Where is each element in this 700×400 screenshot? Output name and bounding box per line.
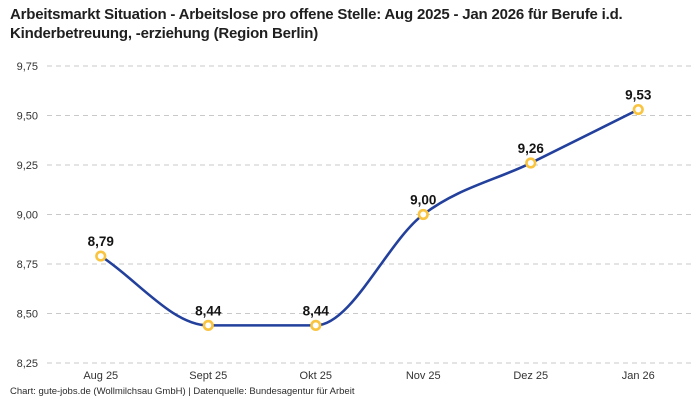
x-axis-tick-label: Aug 25	[83, 370, 118, 382]
data-point-marker	[95, 250, 107, 262]
x-axis-tick-label: Sept 25	[189, 370, 227, 382]
chart-credit: Chart: gute-jobs.de (Wollmilchsau GmbH) …	[10, 386, 355, 397]
data-line	[99, 108, 640, 327]
chart-title: Arbeitsmarkt Situation - Arbeitslose pro…	[10, 6, 623, 42]
data-point-marker	[417, 208, 429, 221]
y-axis-tick-label: 9,00	[17, 210, 38, 222]
y-axis-tick-label: 9,75	[17, 61, 38, 73]
data-point-label: 8,79	[88, 234, 114, 249]
data-point-marker	[525, 157, 537, 169]
data-point-marker	[632, 103, 644, 116]
data-point-label: 9,00	[410, 193, 436, 208]
y-axis-tick-label: 9,50	[17, 111, 38, 123]
y-axis-tick-label: 8,25	[17, 358, 38, 370]
data-point-label: 9,53	[625, 88, 652, 103]
x-axis-tick-label: Nov 25	[406, 370, 441, 382]
y-axis-tick-label: 8,75	[17, 259, 38, 271]
y-axis-tick-label: 9,25	[17, 160, 38, 172]
data-point-marker	[202, 319, 214, 331]
x-axis-tick-label: Okt 25	[300, 370, 332, 382]
data-point-marker	[310, 319, 322, 331]
data-point-label: 8,44	[195, 303, 222, 318]
y-axis-tick-label: 8,50	[17, 309, 38, 321]
x-axis-tick-label: Dez 25	[513, 370, 548, 382]
data-point-label: 8,44	[303, 303, 330, 318]
x-axis-tick-label: Jan 26	[622, 370, 655, 382]
data-point-label: 9,26	[518, 141, 545, 156]
